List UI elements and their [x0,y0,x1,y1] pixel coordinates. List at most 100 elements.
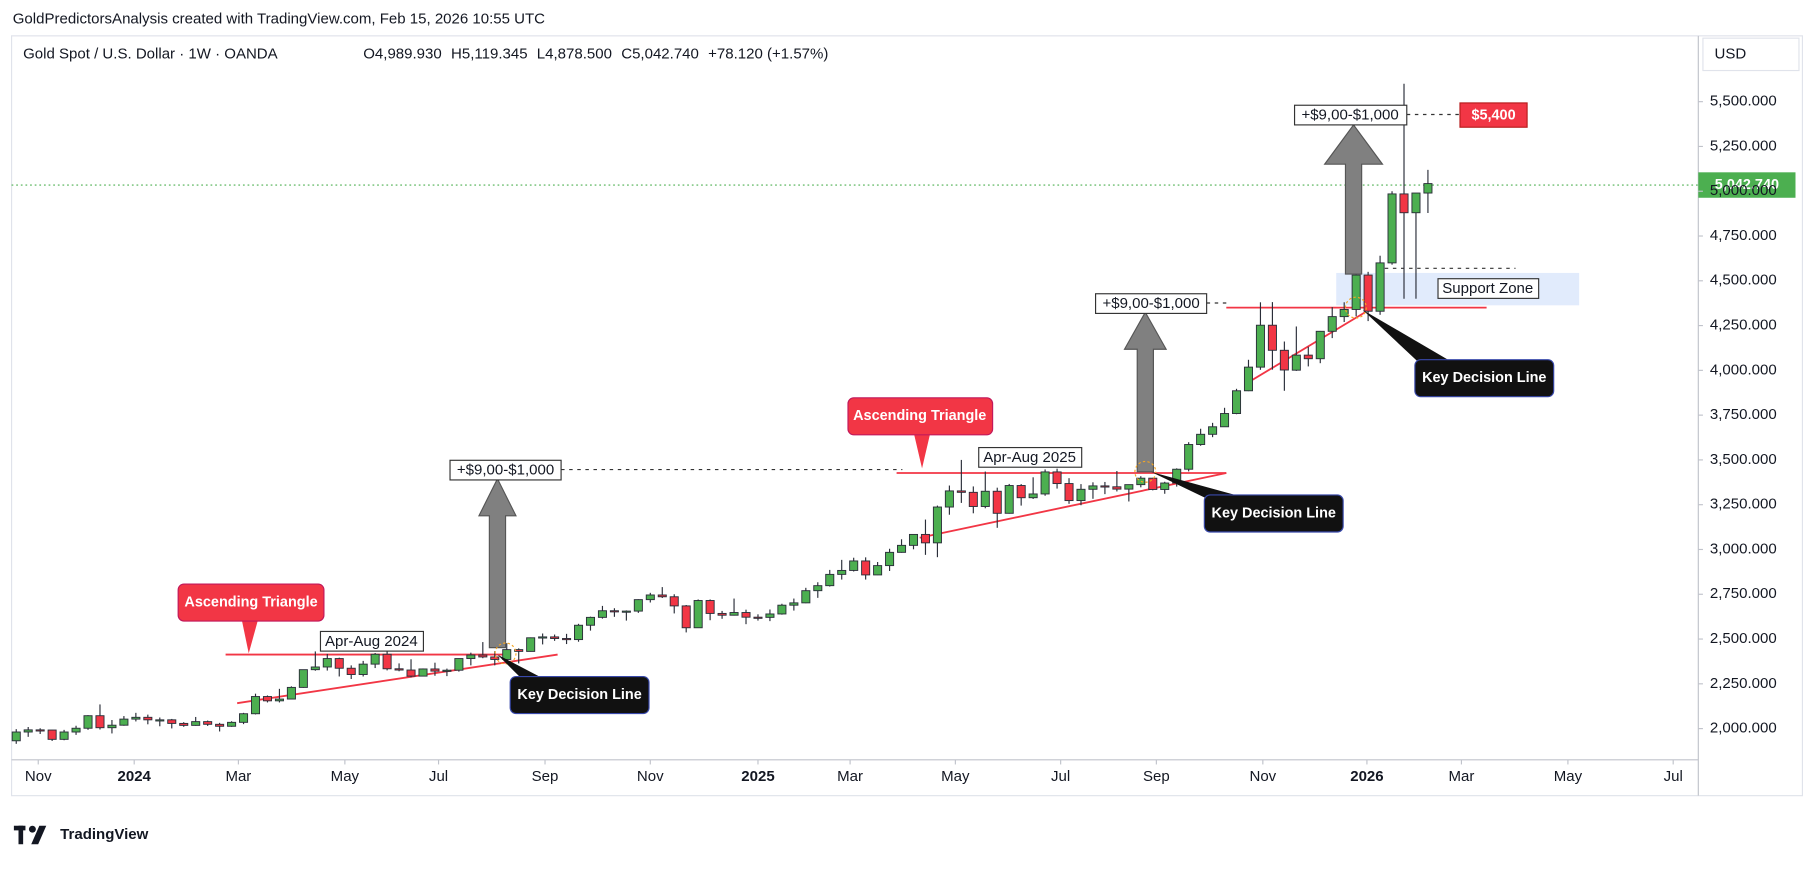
candle-body [705,600,715,614]
candle-body [394,668,404,671]
candle-body [191,721,201,726]
candle-body [753,616,763,619]
candle-body [837,569,847,575]
candle-body [849,560,859,571]
candle-body [1160,482,1170,490]
y-tick-label: 2,000.000 [1710,720,1777,737]
candle-body [1411,192,1421,214]
y-tick-label: 2,500.000 [1710,630,1777,647]
logo-mark [28,825,36,833]
candle-body [1148,477,1158,490]
candle-body [645,594,655,601]
candle-body [35,729,45,732]
candle-body [1351,274,1361,310]
candle-body [155,719,165,722]
candle-body [346,667,356,675]
candle-body [514,649,524,652]
label-box [1094,293,1208,314]
candle-body [310,666,320,671]
candle-body [944,490,954,508]
candle-body [526,637,536,652]
x-tick-label: Mar [1448,768,1474,785]
candle-body [1267,324,1277,351]
target-price-box [1459,102,1528,128]
credit: GoldPredictorsAnalysis created with Trad… [13,11,545,28]
candle-body [418,668,428,677]
x-tick-label: May [1554,768,1583,785]
y-tick-label: 3,750.000 [1710,406,1777,423]
label-box [978,446,1083,468]
candle-body [585,616,595,626]
callout [177,583,325,622]
candle-body [239,713,249,723]
support-label: Support Zone [1442,280,1533,297]
ohlc-value: C5,042.740 [621,45,699,62]
arrows [478,123,1384,649]
candle-body [1291,354,1301,371]
candle-body [358,663,368,675]
candles [11,83,1433,744]
candle-body [562,638,572,641]
candle-body [286,686,296,700]
ohlc-value: H5,119.345 [451,45,528,62]
candle-body [1052,471,1062,485]
candle-body [83,715,93,729]
decision-label: Key Decision Line [517,687,641,703]
candle-body [657,594,667,598]
candle-body [23,729,33,733]
x-tick-label: 2025 [741,768,774,785]
candle-body [897,544,907,553]
candle-body [1375,262,1385,312]
candle-body [334,658,344,669]
candle-body [1232,390,1242,414]
candle-body [992,490,1002,514]
candle-body [550,636,560,639]
x-tick-label: May [331,768,360,785]
candle-body [873,565,883,576]
x-tick-label: Mar [837,768,863,785]
candle-body [597,610,607,618]
candle-body [203,721,213,725]
currency-box [1702,37,1800,72]
candle-body [370,653,380,665]
y-tick-label: 5,000.000 [1710,182,1777,199]
candle-body [538,636,548,639]
candle-body [801,590,811,604]
label-box [1293,104,1408,126]
candle-body [382,653,392,670]
candle-body [1279,349,1289,371]
candle-body [1255,324,1265,368]
x-tick-label: Nov [1249,768,1276,785]
candle-body [777,604,787,615]
target-label: +$9,00-$1,000 [1301,107,1398,124]
triangle-label: Ascending Triangle [184,594,317,610]
candle-body [669,596,679,607]
candle-body [920,533,930,544]
x-tick-label: Nov [637,768,664,785]
label-box [319,630,424,652]
candle-body [885,551,895,567]
candle-body [250,696,261,715]
candle-body [1399,193,1409,214]
ohlc-legend: O4,989.930 H5,119.345 L4,878.500 C5,042.740… [363,45,828,62]
candle-body [298,669,308,688]
breakout-circle [494,642,517,665]
candle-body [71,727,81,733]
candle-body [179,722,189,726]
y-tick-label: 4,750.000 [1710,227,1777,244]
up-arrow [1123,311,1168,473]
candle-body [1196,433,1206,445]
y-tick-label: 5,500.000 [1710,93,1777,110]
candle-body [490,656,500,660]
candle-body [1004,485,1014,514]
x-tick-label: May [941,768,970,785]
logo: TradingView [13,825,149,845]
candle-body [131,716,141,720]
brand: TradingView [60,826,149,843]
y-tick-label: 3,250.000 [1710,496,1777,513]
y-tick-label: 3,000.000 [1710,540,1777,557]
frame [10,35,1804,797]
candle-body [1076,488,1086,502]
candle-body [932,506,942,544]
